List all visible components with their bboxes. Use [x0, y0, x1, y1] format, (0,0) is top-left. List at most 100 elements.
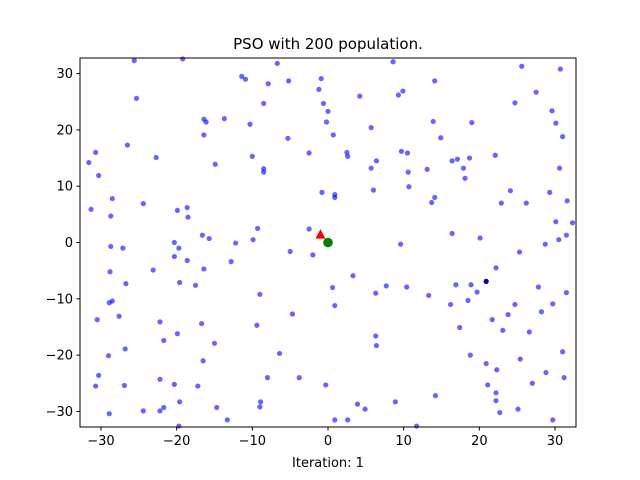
particle-point	[286, 78, 292, 84]
particle-point	[212, 161, 218, 167]
particle-point	[449, 230, 455, 237]
particle-point	[323, 382, 329, 388]
particle-point	[550, 301, 556, 307]
x-tick-label: 0	[324, 434, 332, 449]
particle-point	[492, 152, 498, 158]
particle-point	[289, 311, 296, 317]
particle-point	[535, 284, 542, 290]
particle-point	[453, 282, 459, 288]
particle-point	[454, 156, 461, 162]
particle-point	[362, 406, 368, 412]
particle-point	[274, 60, 280, 67]
particle-point	[430, 118, 436, 125]
particle-point	[264, 375, 271, 381]
particle-point	[233, 240, 239, 246]
particle-point	[124, 142, 131, 148]
particle-point	[93, 149, 99, 156]
particle-point	[203, 119, 209, 125]
particle-point	[516, 249, 523, 255]
particle-point	[109, 195, 115, 202]
x-tick-label: −10	[239, 434, 266, 449]
particle-point	[373, 158, 380, 164]
particle-point	[373, 342, 380, 349]
particle-point	[121, 382, 128, 389]
particle-point	[265, 81, 271, 87]
particle-point	[368, 165, 374, 171]
particle-point	[192, 282, 199, 288]
particle-point	[239, 73, 245, 79]
particle-point	[329, 284, 336, 291]
particle-point	[94, 317, 100, 323]
particle-point	[448, 301, 454, 308]
particle-point	[133, 95, 140, 101]
particle-point	[483, 360, 489, 367]
particle-point	[106, 300, 112, 306]
particle-point	[200, 358, 206, 364]
particle-point	[462, 175, 468, 181]
particle-point	[107, 269, 113, 275]
particle-point	[320, 100, 327, 107]
particle-point	[261, 100, 267, 107]
particle-point	[383, 283, 389, 289]
particle-point	[368, 125, 374, 131]
particle-point	[332, 417, 338, 423]
particle-point	[550, 417, 556, 423]
particle-point	[404, 150, 411, 156]
particle-point-highlight	[483, 278, 489, 284]
particle-point	[184, 257, 190, 264]
particle-point	[493, 398, 499, 404]
particle-point	[150, 267, 156, 273]
particle-point	[206, 235, 212, 242]
particles-layer	[86, 56, 576, 429]
y-tick-label: 30	[56, 67, 73, 82]
particle-point	[161, 404, 167, 411]
particle-point	[106, 411, 112, 417]
y-tick-label: −30	[46, 405, 73, 420]
particle-point	[86, 159, 92, 166]
particle-point	[564, 198, 570, 204]
particle-point	[345, 417, 351, 423]
particle-point	[529, 380, 535, 386]
y-tick-label: 0	[65, 236, 73, 251]
particle-point	[318, 76, 324, 82]
particle-point	[157, 408, 163, 414]
particle-point	[120, 245, 126, 251]
particle-point	[426, 292, 432, 299]
particle-point	[398, 241, 404, 247]
particle-point	[211, 340, 218, 346]
particle-point	[560, 134, 566, 140]
particle-point	[469, 119, 475, 126]
particle-point	[526, 329, 532, 335]
particle-point	[547, 189, 553, 195]
particle-point	[184, 204, 190, 211]
particle-point	[276, 350, 283, 357]
particle-point	[543, 369, 549, 376]
particle-point	[438, 135, 444, 141]
particle-point	[93, 383, 99, 389]
particle-point	[157, 376, 163, 382]
particle-point	[493, 390, 499, 396]
particle-point	[538, 309, 545, 315]
particle-point	[533, 89, 539, 95]
particle-point	[354, 401, 361, 407]
particle-point	[195, 383, 201, 389]
particle-point	[485, 382, 491, 388]
particle-point	[201, 132, 207, 138]
particle-point	[505, 311, 511, 318]
particle-point	[161, 337, 167, 344]
particle-point	[512, 100, 518, 106]
y-tick-label: 10	[56, 180, 73, 195]
particle-point	[296, 375, 302, 381]
particle-point	[105, 353, 112, 359]
particle-point	[432, 78, 438, 84]
particle-point	[254, 322, 260, 328]
particle-point	[261, 169, 267, 175]
y-tick-label: 20	[56, 123, 73, 138]
particle-point	[88, 206, 94, 212]
particle-point	[287, 248, 293, 255]
particle-point	[398, 148, 405, 154]
x-tick-label: −30	[87, 434, 114, 449]
particle-point	[569, 220, 576, 226]
particle-point	[557, 66, 563, 72]
particle-point	[465, 297, 471, 304]
